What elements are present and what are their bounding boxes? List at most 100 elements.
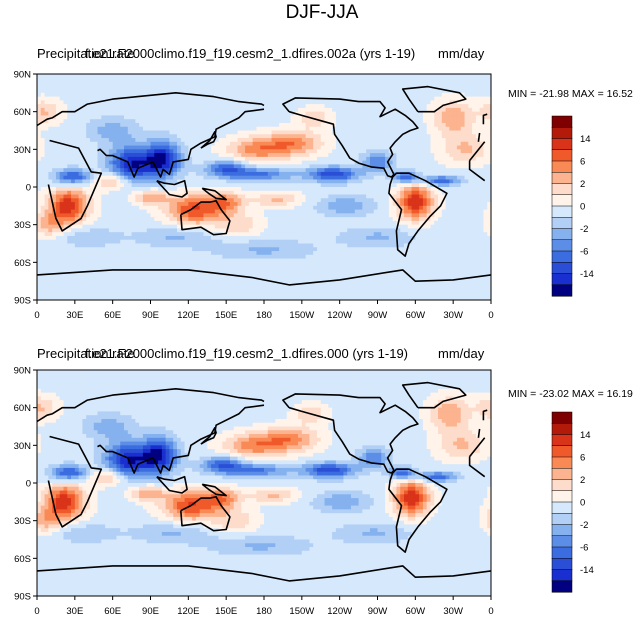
field-cell [67, 85, 72, 90]
field-cell [460, 89, 465, 94]
field-cell [256, 160, 261, 165]
field-cell [415, 156, 420, 162]
field-cell [313, 153, 318, 158]
field-cell [131, 89, 136, 94]
field-cell [472, 209, 477, 214]
field-cell [120, 115, 125, 120]
field-cell [55, 92, 61, 97]
field-cell [97, 213, 102, 218]
field-cell [161, 190, 167, 195]
field-cell [400, 149, 405, 154]
field-cell [44, 217, 49, 222]
field-cell [377, 85, 382, 90]
field-cell [67, 130, 72, 135]
field-cell [305, 160, 310, 165]
field-cell [161, 77, 167, 82]
map-panel-top: Precipitation rate f.e21.F2000climo.f19_… [0, 0, 644, 321]
field-cell [165, 183, 170, 188]
field-cell [218, 126, 223, 131]
field-cell [354, 115, 359, 120]
field-cell [339, 220, 344, 226]
field-cell [358, 100, 363, 105]
field-cell [305, 168, 310, 173]
field-cell [67, 81, 72, 86]
field-cell [44, 194, 49, 199]
field-cell [124, 156, 129, 162]
field-cell [222, 74, 227, 79]
field-cell [108, 213, 114, 218]
field-cell [252, 74, 257, 79]
field-cell [97, 141, 102, 146]
field-cell [475, 160, 481, 165]
field-cell [184, 183, 189, 188]
field-cell [305, 183, 310, 188]
field-cell [154, 213, 159, 218]
field-cell [339, 217, 344, 222]
field-cell [195, 134, 201, 139]
field-cell [377, 100, 382, 105]
field-cell [468, 122, 473, 128]
field-cell [298, 224, 303, 229]
field-cell [37, 164, 42, 169]
field-cell [116, 217, 121, 222]
field-cell [59, 183, 64, 188]
field-cell [377, 145, 382, 150]
field-cell [112, 92, 117, 97]
field-cell [290, 115, 295, 120]
field-cell [430, 107, 435, 113]
field-cell [347, 194, 352, 199]
field-cell [44, 228, 49, 233]
field-cell [120, 77, 125, 82]
field-cell [279, 213, 284, 218]
field-cell [40, 171, 45, 177]
field-cell [124, 187, 129, 192]
field-cell [487, 141, 492, 146]
field-cell [422, 179, 428, 184]
field-cell [415, 89, 420, 94]
field-cell [158, 104, 163, 109]
field-cell [195, 130, 201, 135]
field-cell [472, 187, 477, 192]
field-cell [184, 119, 189, 124]
field-cell [256, 111, 261, 116]
field-cell [369, 130, 375, 135]
field-cell [271, 74, 276, 79]
field-cell [195, 179, 201, 184]
field-cell [192, 217, 197, 222]
field-cell [264, 145, 269, 150]
field-cell [449, 209, 454, 214]
field-cell [282, 153, 288, 158]
field-cell [385, 81, 390, 86]
field-cell [101, 77, 106, 82]
field-cell [441, 85, 446, 90]
field-cell [381, 92, 386, 97]
field-cell [298, 156, 303, 162]
field-cell [222, 156, 227, 162]
field-cell [256, 228, 261, 233]
field-cell [142, 160, 148, 165]
field-cell [135, 205, 140, 210]
field-cell [339, 89, 344, 94]
field-cell [381, 81, 386, 86]
field-cell [381, 171, 386, 177]
field-cell [377, 160, 382, 165]
field-cell [52, 164, 57, 169]
field-cell [139, 100, 144, 105]
field-cell [275, 107, 280, 113]
field-cell [464, 134, 469, 139]
field-cell [279, 77, 284, 82]
field-cell [229, 168, 235, 173]
field-cell [154, 104, 159, 109]
field-cell [468, 187, 473, 192]
field-cell [237, 187, 242, 192]
field-cell [199, 122, 204, 128]
field-cell [441, 107, 446, 113]
field-cell [309, 81, 314, 86]
field-cell [351, 115, 356, 120]
field-cell [472, 92, 477, 97]
field-cell [460, 179, 465, 184]
field-cell [199, 153, 204, 158]
field-cell [411, 96, 416, 101]
field-cell [78, 100, 83, 105]
field-cell [301, 205, 307, 210]
